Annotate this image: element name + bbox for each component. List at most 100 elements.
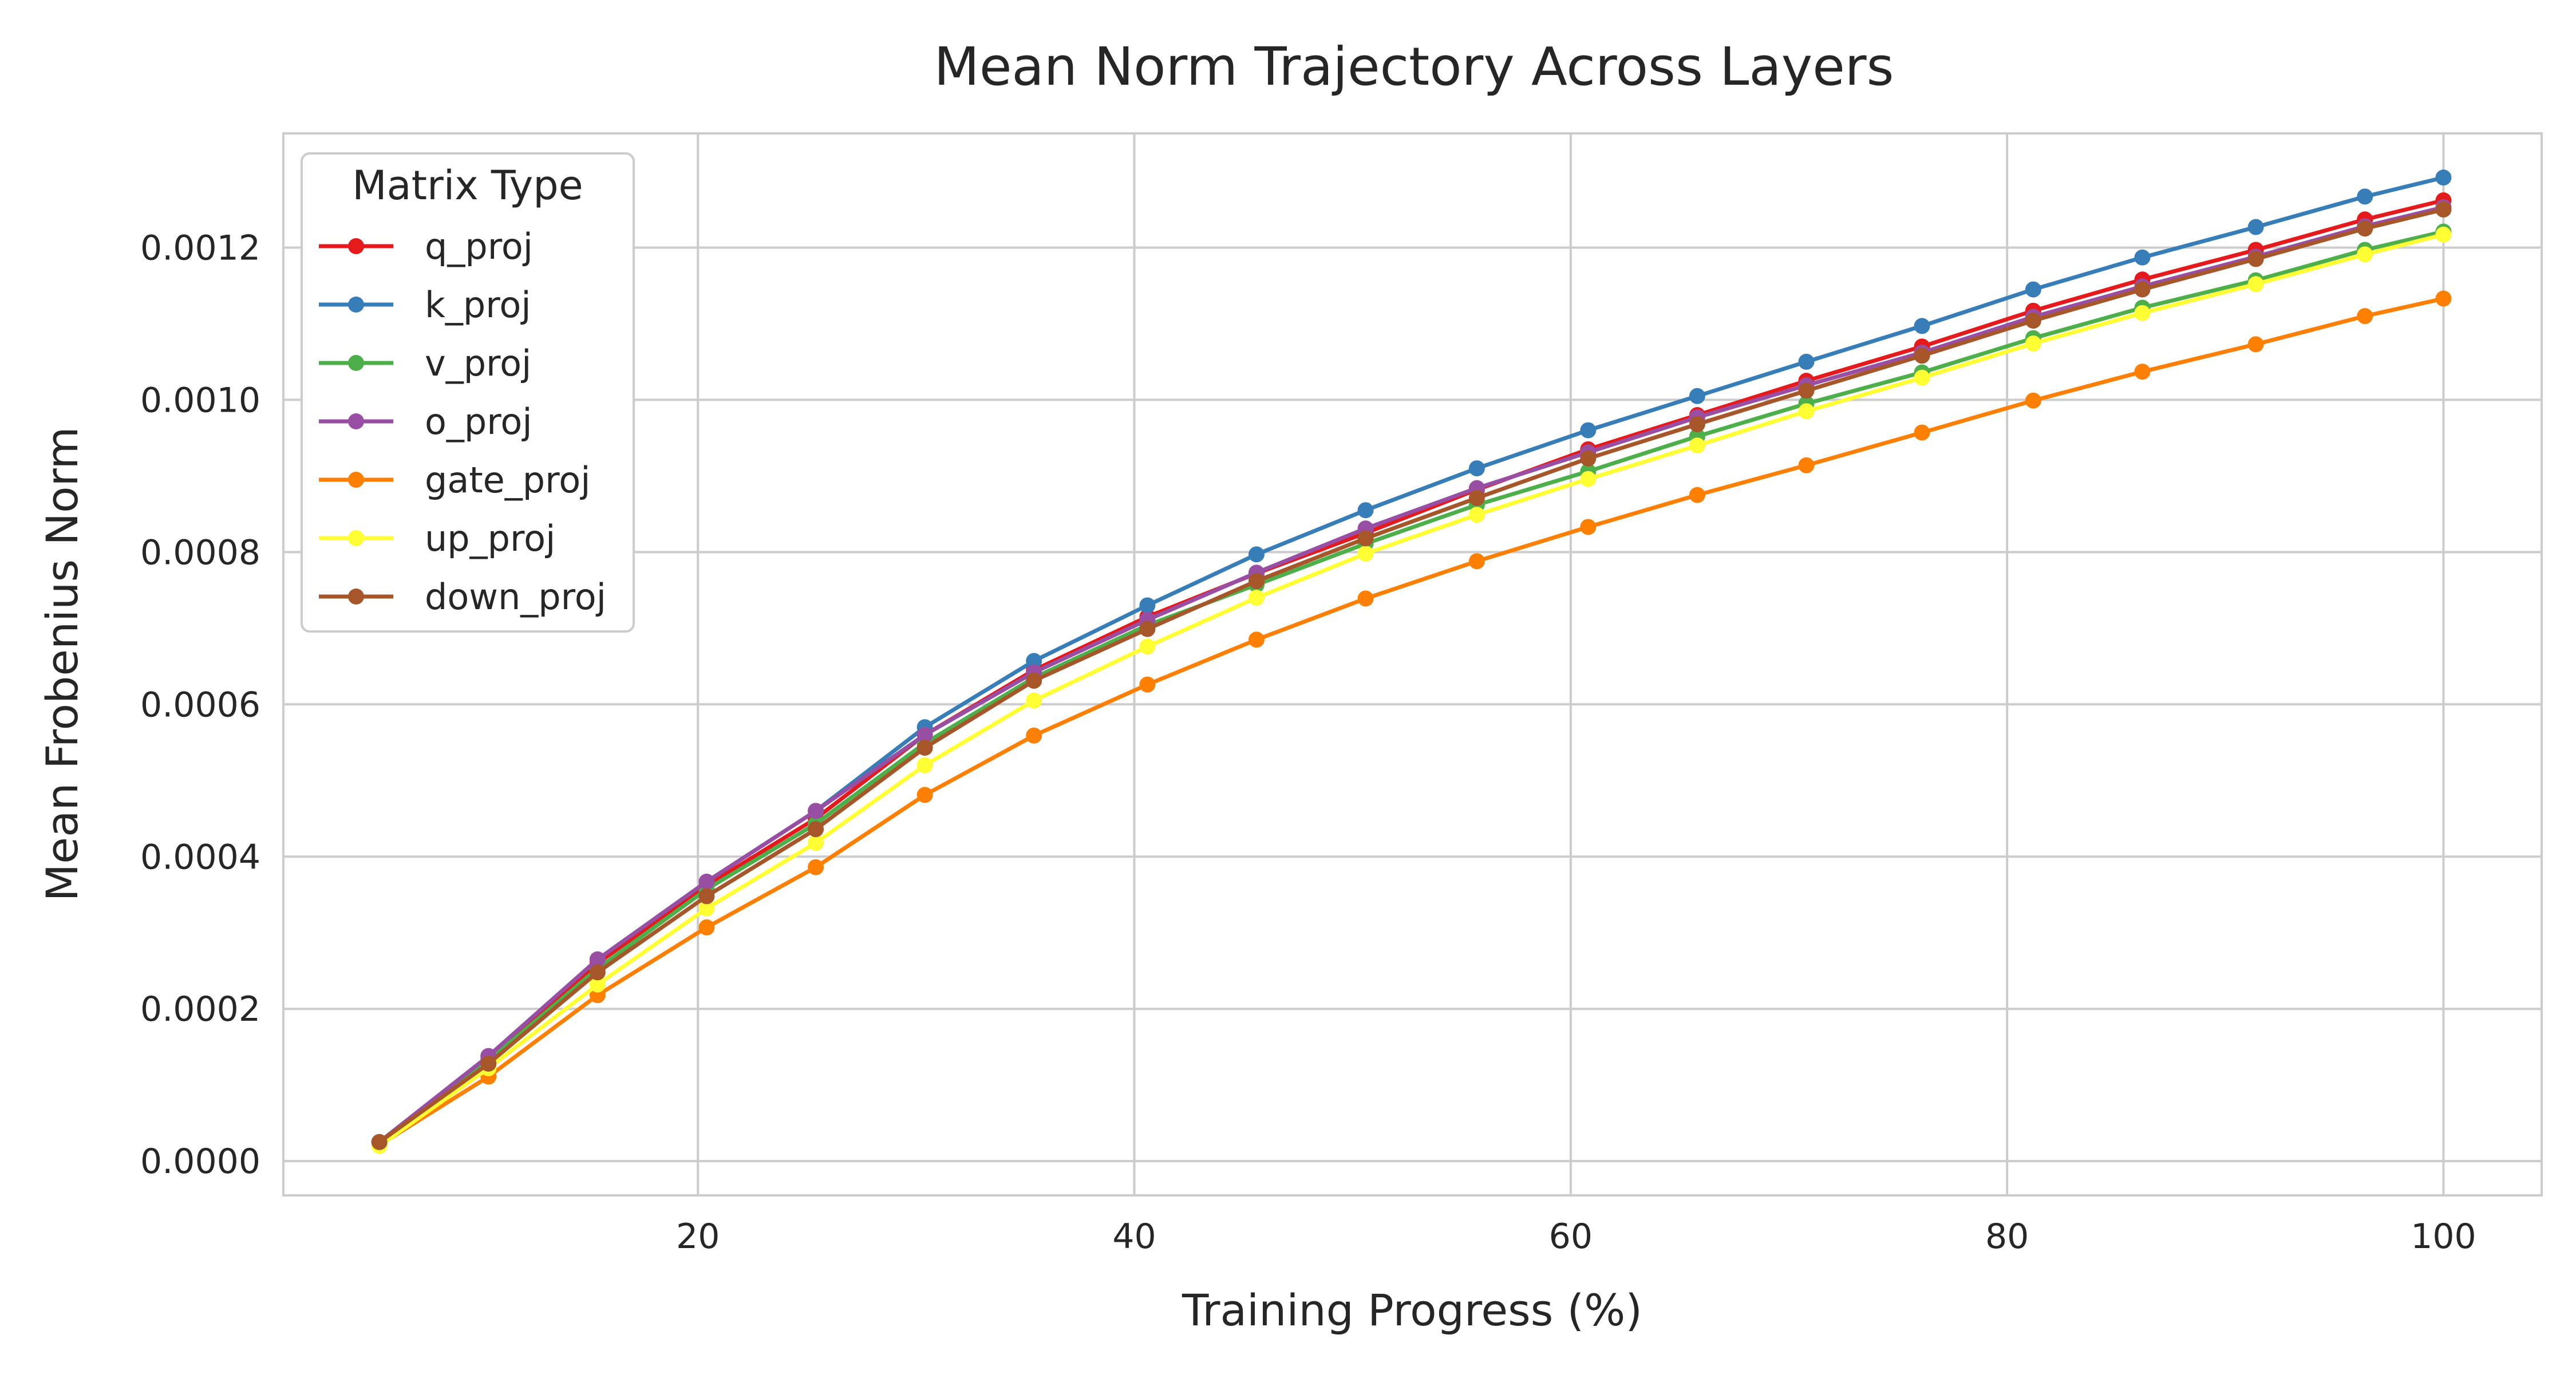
data-point — [916, 727, 933, 743]
data-point — [2134, 281, 2151, 298]
series-line — [378, 205, 2444, 1144]
data-point — [2247, 336, 2264, 353]
data-point — [2247, 219, 2264, 235]
data-point — [1139, 676, 1156, 693]
data-point — [480, 1055, 497, 1072]
data-point — [1248, 631, 1265, 648]
data-point — [1468, 507, 1485, 523]
x-tick-label: 20 — [676, 1217, 720, 1257]
data-point — [1357, 530, 1374, 547]
y-tick-label: 0.0008 — [140, 532, 260, 572]
legend-swatch-marker — [348, 355, 364, 371]
legend-item-up-proj: up_proj — [319, 518, 555, 559]
data-point — [698, 888, 715, 905]
data-point — [1689, 437, 1705, 454]
legend-label: v_proj — [425, 342, 531, 384]
x-tick-label: 60 — [1549, 1217, 1593, 1257]
legend-label: gate_proj — [425, 459, 590, 501]
data-point — [1798, 382, 1815, 399]
data-point — [2025, 281, 2041, 298]
series-down-proj — [371, 201, 2452, 1150]
data-point — [371, 1134, 388, 1150]
data-point — [1248, 546, 1265, 563]
legend-label: k_proj — [425, 284, 531, 326]
plot-frame — [282, 132, 2543, 1197]
data-point — [1139, 597, 1156, 614]
legend-swatch-marker — [348, 413, 364, 429]
y-tick-label: 0.0006 — [140, 685, 260, 725]
series-up-proj — [371, 226, 2452, 1154]
data-point — [2025, 335, 2041, 352]
data-point — [916, 787, 933, 803]
legend-box — [301, 152, 635, 633]
data-point — [1468, 489, 1485, 506]
series-v-proj — [371, 223, 2452, 1150]
legend-label: q_proj — [425, 226, 533, 267]
data-point — [2435, 226, 2452, 243]
legend-item-o-proj: o_proj — [319, 401, 532, 443]
legend-item-gate-proj: gate_proj — [319, 459, 590, 501]
data-point — [1139, 638, 1156, 655]
data-point — [589, 964, 606, 981]
data-point — [2247, 251, 2264, 267]
data-point — [1689, 416, 1705, 432]
series-line — [378, 297, 2444, 1147]
chart-title: Mean Norm Trajectory Across Layers — [934, 36, 1894, 97]
series-line — [378, 198, 2444, 1144]
data-point — [2357, 188, 2373, 205]
data-point — [808, 835, 824, 851]
legend-item-down-proj: down_proj — [319, 576, 606, 618]
series-line — [378, 232, 2444, 1148]
data-point — [698, 919, 715, 935]
legend-swatch-marker — [348, 297, 364, 313]
y-tick-label: 0.0004 — [140, 837, 260, 877]
legend-item-q-proj: q_proj — [319, 226, 533, 267]
y-tick-label: 0.0002 — [140, 989, 260, 1029]
data-point — [808, 821, 824, 838]
series-q-proj — [371, 192, 2452, 1150]
data-point — [1798, 457, 1815, 473]
legend-label: o_proj — [425, 401, 532, 443]
legend-swatch-marker — [348, 589, 364, 605]
data-point — [1357, 502, 1374, 519]
data-point — [808, 803, 824, 819]
data-point — [2435, 290, 2452, 307]
data-point — [916, 740, 933, 756]
data-point — [1026, 692, 1042, 709]
legend-item-v-proj: v_proj — [319, 342, 531, 384]
x-tick-label: 80 — [1985, 1217, 2029, 1257]
legend-title: Matrix Type — [352, 162, 583, 209]
legend-item-k-proj: k_proj — [319, 284, 531, 326]
legend-label: up_proj — [425, 518, 555, 559]
data-point — [698, 874, 715, 890]
x-tick-label: 40 — [1112, 1217, 1156, 1257]
data-point — [1468, 460, 1485, 477]
data-point — [808, 859, 824, 875]
data-point — [1689, 487, 1705, 503]
y-tick-label: 0.0012 — [140, 228, 260, 268]
data-point — [1914, 348, 1930, 364]
data-point — [1026, 653, 1042, 669]
data-point — [1580, 471, 1597, 487]
data-point — [1798, 403, 1815, 420]
series-line — [378, 230, 2444, 1144]
x-tick-labels: 20 40 60 80 100 — [676, 1217, 2476, 1257]
data-point — [1580, 519, 1597, 535]
legend-swatch-marker — [348, 472, 364, 488]
y-tick-label: 0.0000 — [140, 1142, 260, 1182]
legend-swatch-marker — [348, 530, 364, 546]
data-point — [2025, 313, 2041, 329]
y-axis-label: Mean Frobenius Norm — [37, 427, 88, 902]
data-point — [1914, 424, 1930, 441]
data-point — [1248, 590, 1265, 606]
legend: Matrix Type q_proj k_proj v_proj o_projgate… — [301, 152, 635, 633]
data-point — [916, 757, 933, 773]
data-point — [1357, 590, 1374, 607]
data-point — [1689, 388, 1705, 404]
legend-swatch-marker — [348, 238, 364, 254]
y-tick-labels: 0.0000 0.0002 0.0004 0.0006 0.0008 0.0010 0.00… — [140, 228, 260, 1182]
data-point — [589, 976, 606, 993]
x-tick-label: 100 — [2411, 1217, 2476, 1257]
series-line — [378, 207, 2444, 1144]
grid — [283, 133, 2542, 1195]
